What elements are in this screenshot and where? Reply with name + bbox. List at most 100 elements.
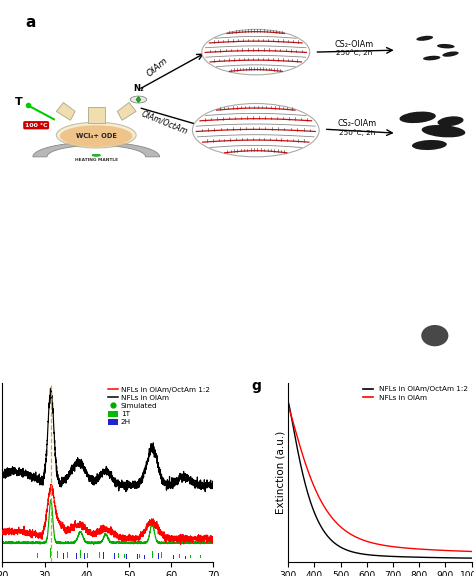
Text: 1 nm: 1 nm bbox=[379, 361, 395, 366]
Ellipse shape bbox=[413, 276, 416, 278]
Ellipse shape bbox=[214, 240, 220, 253]
Ellipse shape bbox=[444, 227, 447, 229]
Polygon shape bbox=[136, 97, 141, 103]
Text: e: e bbox=[378, 300, 385, 310]
Ellipse shape bbox=[412, 325, 416, 328]
Ellipse shape bbox=[420, 247, 424, 250]
NFLs in OlAm bbox=[406, 545, 411, 552]
Ellipse shape bbox=[277, 319, 287, 330]
Ellipse shape bbox=[416, 319, 419, 322]
Bar bbox=[53, 551, 54, 559]
Ellipse shape bbox=[431, 339, 436, 342]
Ellipse shape bbox=[439, 260, 443, 263]
Ellipse shape bbox=[273, 351, 288, 359]
Ellipse shape bbox=[385, 298, 388, 300]
NFLs in OlAm bbox=[469, 548, 474, 555]
Bar bbox=[127, 554, 128, 559]
Ellipse shape bbox=[385, 367, 389, 370]
Bar bbox=[145, 555, 146, 559]
Ellipse shape bbox=[461, 281, 465, 283]
Ellipse shape bbox=[438, 248, 442, 251]
Ellipse shape bbox=[386, 312, 390, 314]
Ellipse shape bbox=[395, 247, 399, 250]
Ellipse shape bbox=[272, 311, 280, 320]
Bar bbox=[179, 554, 180, 558]
Ellipse shape bbox=[447, 219, 450, 222]
Ellipse shape bbox=[377, 313, 380, 315]
Ellipse shape bbox=[414, 354, 417, 355]
Ellipse shape bbox=[400, 239, 404, 242]
Ellipse shape bbox=[451, 266, 455, 269]
Bar bbox=[37, 553, 38, 558]
Ellipse shape bbox=[441, 313, 444, 314]
Ellipse shape bbox=[404, 353, 407, 355]
Ellipse shape bbox=[431, 298, 436, 302]
Ellipse shape bbox=[421, 325, 448, 346]
Ellipse shape bbox=[409, 268, 412, 270]
Polygon shape bbox=[56, 103, 75, 120]
Ellipse shape bbox=[457, 325, 461, 328]
Ellipse shape bbox=[453, 346, 456, 348]
Ellipse shape bbox=[408, 361, 410, 363]
Ellipse shape bbox=[426, 347, 429, 350]
Circle shape bbox=[202, 29, 310, 75]
Ellipse shape bbox=[454, 305, 457, 307]
Ellipse shape bbox=[421, 261, 424, 264]
Ellipse shape bbox=[387, 248, 390, 251]
Ellipse shape bbox=[387, 340, 391, 343]
Ellipse shape bbox=[444, 347, 446, 349]
Ellipse shape bbox=[447, 340, 451, 343]
Text: CS₂-OlAm: CS₂-OlAm bbox=[337, 119, 376, 128]
Ellipse shape bbox=[421, 340, 425, 342]
Ellipse shape bbox=[414, 366, 417, 369]
Line: NFLs in OlAm/OctAm 1:2: NFLs in OlAm/OctAm 1:2 bbox=[288, 402, 472, 558]
Ellipse shape bbox=[289, 253, 296, 259]
Bar bbox=[114, 554, 115, 559]
Ellipse shape bbox=[440, 366, 444, 369]
Ellipse shape bbox=[401, 347, 404, 350]
Ellipse shape bbox=[275, 316, 291, 326]
Ellipse shape bbox=[410, 228, 412, 229]
Ellipse shape bbox=[456, 274, 460, 276]
Ellipse shape bbox=[430, 234, 433, 236]
Ellipse shape bbox=[400, 255, 403, 257]
Ellipse shape bbox=[394, 274, 398, 277]
Ellipse shape bbox=[394, 366, 398, 369]
Ellipse shape bbox=[396, 261, 400, 264]
Ellipse shape bbox=[269, 358, 285, 366]
Ellipse shape bbox=[420, 233, 424, 236]
Ellipse shape bbox=[400, 332, 404, 335]
Ellipse shape bbox=[130, 96, 146, 103]
Ellipse shape bbox=[400, 112, 436, 123]
Ellipse shape bbox=[383, 254, 386, 257]
Ellipse shape bbox=[448, 355, 451, 357]
Bar bbox=[107, 551, 108, 558]
Ellipse shape bbox=[417, 334, 421, 336]
Ellipse shape bbox=[403, 275, 407, 278]
Bar bbox=[118, 553, 119, 558]
Ellipse shape bbox=[429, 260, 432, 263]
Ellipse shape bbox=[413, 234, 417, 237]
NFLs in OlAm/OctAm 1:2 bbox=[451, 555, 456, 562]
Ellipse shape bbox=[323, 289, 331, 295]
Ellipse shape bbox=[435, 268, 439, 271]
Text: 250°C, 2h: 250°C, 2h bbox=[336, 50, 373, 56]
Ellipse shape bbox=[317, 314, 326, 322]
Ellipse shape bbox=[436, 305, 439, 309]
Ellipse shape bbox=[393, 297, 398, 301]
NFLs in OlAm bbox=[428, 546, 434, 553]
Polygon shape bbox=[118, 103, 136, 120]
Ellipse shape bbox=[187, 346, 204, 359]
Ellipse shape bbox=[471, 240, 474, 243]
Ellipse shape bbox=[457, 368, 460, 371]
Ellipse shape bbox=[387, 219, 390, 221]
Ellipse shape bbox=[267, 304, 275, 311]
Ellipse shape bbox=[467, 274, 470, 276]
Ellipse shape bbox=[267, 354, 283, 364]
Ellipse shape bbox=[418, 253, 421, 255]
NFLs in OlAm bbox=[337, 523, 343, 530]
Ellipse shape bbox=[383, 304, 386, 307]
Ellipse shape bbox=[462, 267, 464, 269]
Ellipse shape bbox=[462, 361, 465, 363]
Ellipse shape bbox=[449, 313, 453, 316]
